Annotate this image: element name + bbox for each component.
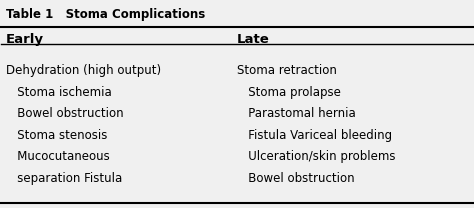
Text: Stoma prolapse: Stoma prolapse [237,85,341,99]
Text: Early: Early [6,33,44,46]
Text: Fistula Variceal bleeding: Fistula Variceal bleeding [237,129,392,142]
Text: Stoma retraction: Stoma retraction [237,64,337,77]
Text: Table 1   Stoma Complications: Table 1 Stoma Complications [6,7,205,21]
Text: Bowel obstruction: Bowel obstruction [6,107,124,120]
Text: Mucocutaneous: Mucocutaneous [6,150,110,163]
Text: Bowel obstruction: Bowel obstruction [237,172,355,185]
Text: Late: Late [237,33,270,46]
Text: Stoma stenosis: Stoma stenosis [6,129,108,142]
Text: separation Fistula: separation Fistula [6,172,122,185]
Text: Parastomal hernia: Parastomal hernia [237,107,356,120]
Text: Dehydration (high output): Dehydration (high output) [6,64,161,77]
Text: Stoma ischemia: Stoma ischemia [6,85,112,99]
Text: Ulceration/skin problems: Ulceration/skin problems [237,150,395,163]
